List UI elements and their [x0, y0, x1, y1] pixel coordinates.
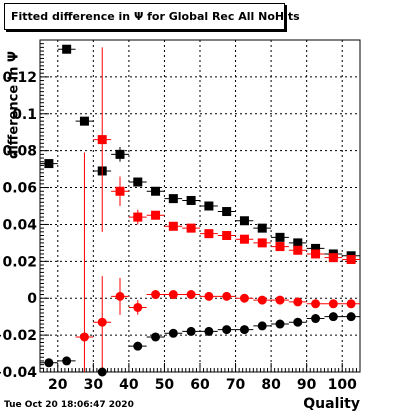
data-point-circle: [275, 295, 285, 305]
y-tick-label: −0.04: [0, 365, 37, 381]
data-point-square: [204, 201, 214, 211]
x-tick-label: 60: [190, 377, 210, 393]
data-point-square: [257, 238, 267, 248]
data-point-square: [44, 159, 54, 169]
data-point-circle: [239, 293, 249, 303]
data-point-square: [204, 229, 214, 239]
data-point-circle: [115, 291, 125, 301]
x-tick-label: 30: [84, 377, 104, 393]
data-point-square: [151, 210, 161, 220]
data-point-circle: [328, 312, 338, 322]
data-point-square: [257, 223, 267, 233]
data-point-square: [79, 116, 89, 126]
data-point-square: [346, 254, 356, 264]
y-tick-label: 0.08: [2, 144, 37, 160]
y-tick-label: 0: [27, 291, 37, 307]
data-point-circle: [293, 317, 303, 327]
data-point-square: [328, 253, 338, 263]
data-point-square: [275, 232, 285, 242]
data-point-circle: [222, 291, 232, 301]
data-point-circle: [97, 317, 107, 327]
data-point-circle: [257, 295, 267, 305]
date-stamp: Tue Oct 20 18:06:47 2020: [4, 400, 134, 410]
data-point-square: [133, 177, 143, 187]
data-point-circle: [168, 328, 178, 338]
data-point-circle: [79, 332, 89, 342]
data-point-square: [293, 245, 303, 255]
data-point-circle: [186, 290, 196, 300]
data-point-circle: [62, 356, 72, 366]
data-point-circle: [133, 341, 143, 351]
data-point-square: [151, 186, 161, 196]
data-point-circle: [44, 358, 54, 368]
data-point-square: [293, 238, 303, 248]
data-point-circle: [257, 321, 267, 331]
x-tick-label: 90: [297, 377, 317, 393]
x-axis-label: Quality: [303, 396, 360, 412]
data-point-circle: [168, 290, 178, 300]
data-point-square: [222, 207, 232, 217]
data-point-circle: [346, 299, 356, 309]
chart-title-box: Fitted difference in Ψ for Global Rec Al…: [4, 3, 300, 30]
data-point-circle: [275, 319, 285, 329]
y-axis-label: difference in Ψ: [6, 51, 22, 159]
data-point-circle: [293, 297, 303, 307]
data-point-square: [239, 216, 249, 226]
x-tick-label: 100: [328, 377, 357, 393]
x-tick-label: 70: [226, 377, 246, 393]
data-point-square: [222, 231, 232, 241]
data-point-circle: [204, 291, 214, 301]
data-point-square: [311, 243, 321, 253]
data-point-square: [115, 149, 125, 159]
x-tick-label: 50: [155, 377, 175, 393]
data-point-square: [168, 221, 178, 231]
data-point-circle: [133, 302, 143, 312]
data-point-circle: [186, 326, 196, 336]
x-tick-label: 20: [48, 377, 68, 393]
y-tick-label: 0.12: [2, 70, 37, 86]
x-tick-label: 80: [261, 377, 281, 393]
y-tick-label: −0.02: [0, 328, 37, 344]
y-tick-label: 0.02: [2, 254, 37, 270]
data-point-square: [311, 249, 321, 259]
data-point-circle: [151, 290, 161, 300]
data-point-square: [97, 135, 107, 145]
data-point-square: [186, 223, 196, 233]
data-point-circle: [222, 325, 232, 335]
data-point-circle: [97, 367, 107, 377]
data-point-square: [115, 186, 125, 196]
data-point-circle: [328, 299, 338, 309]
x-tick-label: 40: [119, 377, 139, 393]
data-point-square: [168, 194, 178, 204]
data-point-square: [133, 212, 143, 222]
data-point-circle: [346, 312, 356, 322]
y-tick-label: 0.1: [12, 107, 37, 123]
data-point-square: [275, 242, 285, 252]
data-point-square: [186, 195, 196, 205]
data-point-circle: [239, 325, 249, 335]
data-point-circle: [151, 332, 161, 342]
data-point-circle: [204, 326, 214, 336]
chart-title: Fitted difference in Ψ for Global Rec Al…: [11, 10, 300, 23]
data-point-square: [62, 44, 72, 54]
data-point-circle: [311, 314, 321, 324]
y-axis-label-box: difference in Ψ: [6, 40, 22, 170]
data-point-square: [239, 234, 249, 244]
y-tick-label: 0.04: [2, 217, 37, 233]
y-tick-label: 0.06: [2, 181, 37, 197]
data-point-circle: [311, 299, 321, 309]
